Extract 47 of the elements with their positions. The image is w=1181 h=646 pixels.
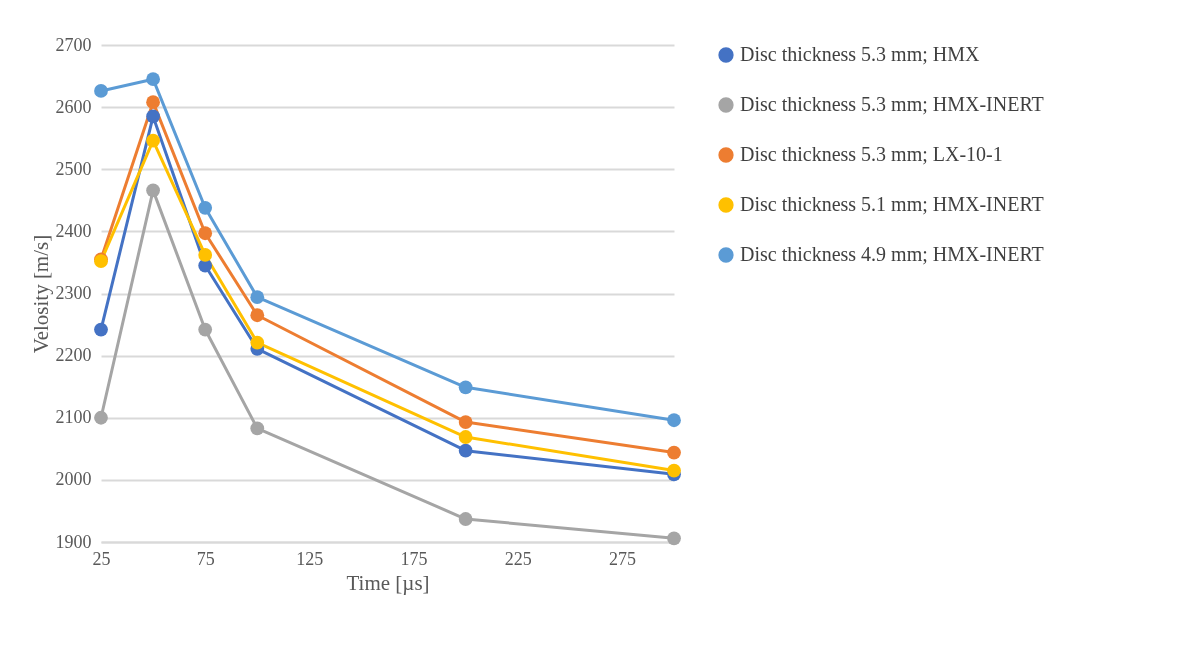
x-tick-label: 75 bbox=[196, 548, 215, 569]
point bbox=[250, 308, 265, 323]
point bbox=[146, 109, 160, 124]
point bbox=[146, 72, 160, 87]
x-tick-label: 275 bbox=[608, 548, 636, 569]
x-tick-label: 175 bbox=[400, 548, 428, 569]
legend-label: Disc thickness 4.9 mm; HMX-INERT bbox=[740, 243, 1044, 265]
point bbox=[146, 183, 160, 198]
y-tick-label: 2200 bbox=[55, 345, 92, 366]
legend-label: Disc thickness 5.1 mm; HMX-INERT bbox=[740, 193, 1044, 215]
point bbox=[667, 531, 681, 546]
point bbox=[250, 421, 265, 436]
y-tick-label: 2500 bbox=[55, 158, 92, 179]
y-tick-label: 2300 bbox=[55, 283, 92, 303]
point bbox=[458, 430, 473, 444]
point bbox=[458, 415, 473, 429]
point bbox=[94, 410, 108, 425]
point bbox=[94, 84, 108, 98]
point bbox=[667, 413, 681, 428]
x-tick-label: 25 bbox=[92, 548, 111, 569]
x-tick-label: 225 bbox=[504, 548, 532, 569]
y-tick-label: 2400 bbox=[55, 220, 92, 241]
legend-label: Disc thickness 5.3 mm; HMX bbox=[740, 43, 980, 65]
x-axis-title: Time [µs] bbox=[346, 570, 430, 595]
point bbox=[250, 335, 265, 350]
point bbox=[146, 133, 160, 148]
point bbox=[198, 248, 213, 262]
point bbox=[94, 322, 108, 337]
point bbox=[198, 200, 213, 215]
point bbox=[250, 290, 265, 305]
y-tick-label: 1900 bbox=[55, 531, 92, 552]
y-tick-label: 2000 bbox=[55, 469, 92, 490]
point bbox=[198, 226, 213, 241]
point bbox=[458, 443, 473, 458]
y-tick-label: 2100 bbox=[55, 407, 92, 428]
point bbox=[458, 512, 473, 526]
legend-label: Disc thickness 5.3 mm; LX-10-1 bbox=[740, 143, 1003, 165]
point bbox=[667, 445, 681, 460]
point bbox=[198, 322, 213, 337]
x-tick-label: 125 bbox=[296, 548, 324, 569]
point bbox=[458, 380, 473, 395]
legend-label: Disc thickness 5.3 mm; HMX-INERT bbox=[740, 93, 1044, 115]
y-tick-label: 2700 bbox=[55, 34, 92, 55]
y-tick-label: 2600 bbox=[55, 96, 92, 117]
y-axis-title: Velosity [m/s] bbox=[28, 234, 53, 354]
point bbox=[146, 95, 160, 110]
point bbox=[667, 463, 681, 478]
